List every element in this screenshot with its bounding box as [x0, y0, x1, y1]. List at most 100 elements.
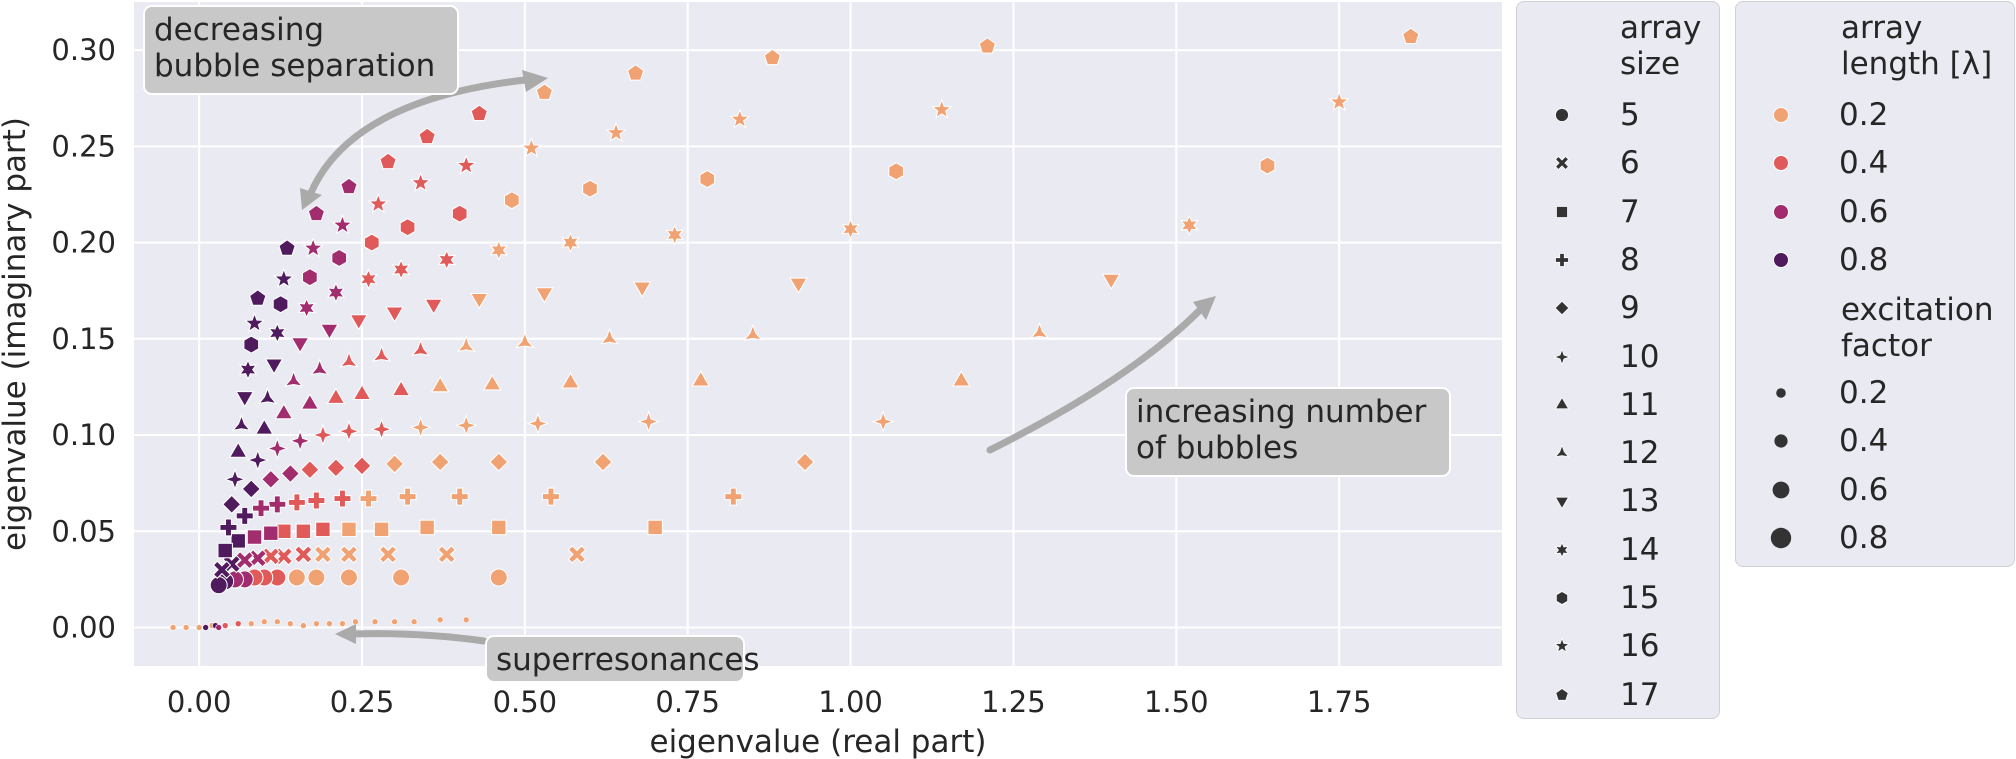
- point-size-7: [217, 542, 233, 559]
- point-size-6: [437, 545, 456, 564]
- point-size-15: [888, 162, 905, 181]
- legend-size-13-label: 13: [1620, 483, 1660, 520]
- point-size-10: [871, 410, 895, 433]
- point-size-14: [665, 224, 684, 246]
- legend-size-12: 12: [1517, 435, 1719, 471]
- legend-size-17: 17: [1517, 677, 1719, 713]
- legend-array-size: array size 5 6 7 8 9 10 11 12 13 14 15 16 17: [1516, 1, 1720, 719]
- arrow-bubble-separation: [306, 76, 529, 199]
- point-size-8: [724, 487, 743, 506]
- point-size-10: [223, 467, 247, 491]
- legend-excitation-0.2: 0.2: [1736, 375, 2014, 411]
- point-size-5: [339, 568, 358, 587]
- point-size-9: [593, 452, 613, 472]
- legend-length-0.4-label: 0.4: [1839, 145, 1889, 182]
- point-size-12: [410, 339, 431, 356]
- annotation-superresonances-box: [485, 635, 745, 683]
- superresonance-point: [169, 624, 177, 631]
- legend-size-dot: [1770, 527, 1792, 549]
- point-size-7: [341, 521, 357, 538]
- point-size-8: [359, 489, 378, 508]
- point-size-12: [283, 369, 304, 387]
- arrow-bubble-separation-head: [522, 70, 548, 92]
- point-size-8: [252, 499, 271, 518]
- point-size-7: [295, 523, 312, 540]
- legend-size-11: 11: [1517, 387, 1719, 423]
- legend-size-title: array size: [1620, 10, 1702, 82]
- legend-excitation-0.4: 0.4: [1736, 423, 2014, 459]
- point-size-8: [287, 493, 306, 512]
- legend-length-title: array length [λ]: [1841, 10, 1993, 82]
- legend-excitation-0.6: 0.6: [1736, 472, 2014, 508]
- legend-length-excitation: array length [λ] 0.2 0.4 0.6 0.8 excitation…: [1735, 1, 2015, 567]
- x-tick-label: 1.75: [1307, 685, 1372, 719]
- point-size-8: [268, 495, 287, 514]
- legend-size-7-label: 7: [1620, 193, 1640, 230]
- point-size-9: [261, 469, 281, 489]
- annotations: decreasing bubble separation increasing nu…: [143, 5, 1451, 683]
- point-size-13: [349, 314, 369, 331]
- point-size-16: [302, 237, 324, 258]
- point-size-13: [385, 306, 404, 323]
- point-size-17: [470, 104, 488, 122]
- legend-length-0.4-symbol: [1773, 155, 1789, 172]
- point-size-7: [230, 533, 246, 549]
- point-size-11: [951, 370, 971, 387]
- legend-length-0.4: 0.4: [1736, 145, 2014, 181]
- legend-excitation-0.8: 0.8: [1736, 520, 2014, 556]
- point-size-7: [491, 519, 507, 536]
- legend-size-5-symbol: [1555, 108, 1569, 122]
- x-tick-label: 0.50: [493, 685, 558, 719]
- legend-size-dot: [1776, 388, 1786, 398]
- arrow-superresonances: [348, 630, 488, 645]
- legend-color-dot: [1773, 251, 1789, 268]
- y-axis-label: eigenvalue (imaginary part): [0, 117, 33, 551]
- scatter-plot: 0.00 0.25 0.50 0.75 1.00 1.25 1.50 1.75 0.00 0.05…: [0, 2, 1502, 759]
- y-tick-label: 0.20: [51, 226, 116, 260]
- arrow-bubble-separation-tail-head: [300, 188, 322, 210]
- legend-size-dot: [1774, 434, 1788, 448]
- point-size-8: [219, 518, 238, 537]
- y-tick-label: 0.30: [51, 33, 116, 67]
- point-size-11: [274, 403, 294, 420]
- legend-length-0.2-symbol: [1773, 107, 1789, 123]
- gridlines: [134, 2, 1502, 666]
- point-size-15: [363, 233, 380, 252]
- point-size-16: [331, 214, 354, 235]
- point-size-7: [315, 521, 331, 538]
- point-size-10: [370, 417, 393, 441]
- point-size-10: [409, 416, 432, 439]
- point-size-16: [729, 108, 751, 129]
- x-tick-label: 1.25: [981, 685, 1046, 719]
- annotation-bubble-separation-box: [143, 5, 459, 95]
- legend-size-8-label: 8: [1620, 241, 1640, 278]
- annotation-bubble-separation: decreasing bubble separation: [154, 12, 435, 84]
- superresonance-point: [195, 624, 203, 631]
- legend-size-9: 9: [1517, 290, 1719, 326]
- legend-length-0.6-label: 0.6: [1839, 193, 1889, 230]
- y-tick-label: 0.15: [51, 322, 116, 356]
- legend-size-11-symbol: [1554, 396, 1570, 409]
- point-size-6: [378, 545, 398, 564]
- point-size-14: [359, 268, 378, 290]
- point-size-11: [352, 383, 372, 401]
- point-size-10: [246, 448, 270, 472]
- point-size-14: [268, 322, 287, 344]
- point-size-17: [418, 127, 436, 145]
- superresonance-point: [182, 624, 190, 631]
- point-size-16: [455, 154, 477, 175]
- point-size-15: [302, 268, 318, 287]
- legend-excitation-0.8-symbol: [1770, 527, 1792, 549]
- legend-excitation-0.6-symbol: [1772, 481, 1790, 498]
- legend-marker-pentagon: [1555, 687, 1569, 701]
- point-size-9: [384, 454, 405, 474]
- point-size-11: [326, 387, 346, 404]
- point-size-13: [535, 287, 554, 304]
- legend-size-14-label: 14: [1620, 531, 1660, 568]
- superresonance-point: [462, 616, 470, 624]
- legend-size-13: 13: [1517, 483, 1719, 519]
- point-size-8: [541, 487, 560, 506]
- point-size-14: [391, 258, 411, 281]
- legend-marker-tri-star: [1554, 444, 1570, 458]
- point-size-13: [789, 277, 808, 294]
